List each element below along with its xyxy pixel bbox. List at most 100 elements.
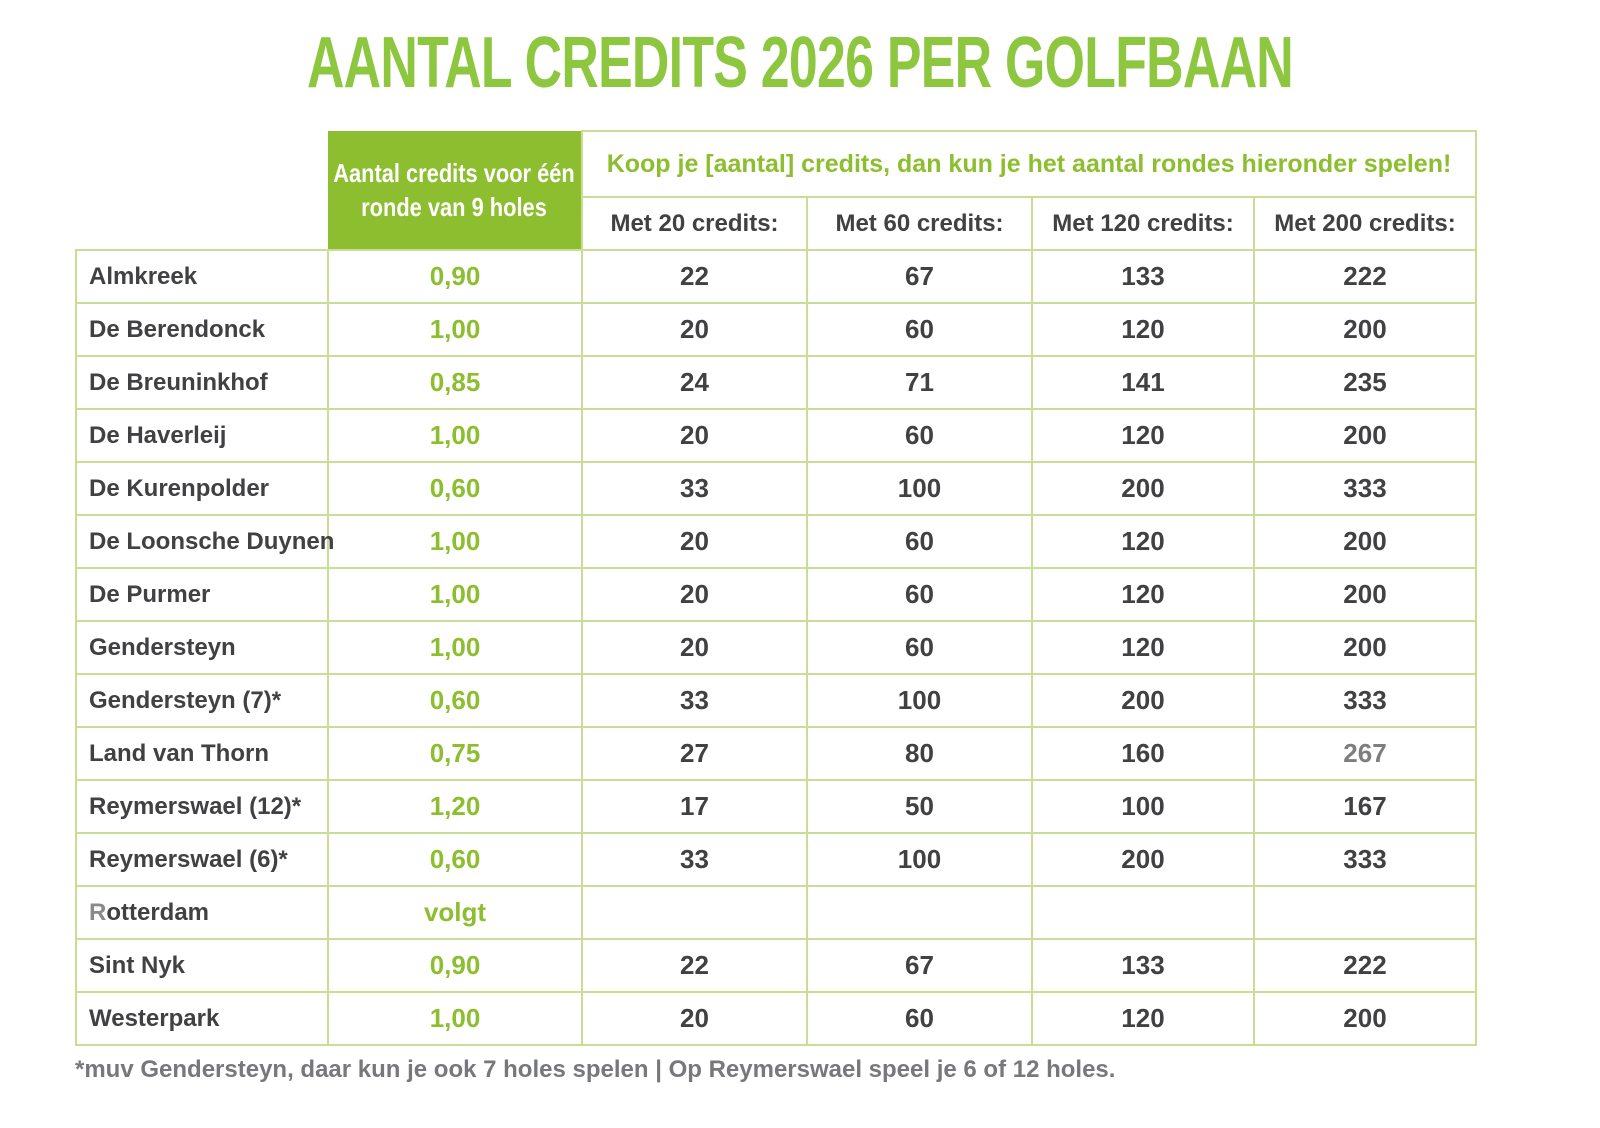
credits-table: Aantal credits voor één ronde van 9 hole…: [75, 130, 1477, 1046]
rounds-value: 200: [1253, 302, 1477, 357]
table-row: De Berendonck 1,00 20 60 120 200: [75, 302, 1477, 357]
rounds-value: [1031, 885, 1255, 940]
footnote: *muv Gendersteyn, daar kun je ook 7 hole…: [75, 1056, 1116, 1083]
rounds-value: 200: [1031, 832, 1255, 887]
rounds-value: 200: [1253, 620, 1477, 675]
header-row-top: Aantal credits voor één ronde van 9 hole…: [76, 130, 1477, 250]
credits-per-round-value: 0,60: [327, 673, 583, 728]
table-row: Westerpark 1,00 20 60 120 200: [75, 991, 1477, 1046]
rounds-value: 33: [581, 673, 808, 728]
met-column-header: Met 200 credits:: [1253, 196, 1477, 251]
table-row: De Loonsche Duynen 1,00 20 60 120 200: [75, 514, 1477, 569]
rounds-value: 20: [581, 991, 808, 1046]
rounds-value: 120: [1031, 620, 1255, 675]
rounds-value: 267: [1253, 726, 1477, 781]
rounds-value: 100: [806, 461, 1033, 516]
course-name: Almkreek: [75, 249, 329, 304]
credits-per-round-value: 0,90: [327, 938, 583, 993]
table-row: Sint Nyk 0,90 22 67 133 222: [75, 938, 1477, 993]
rounds-value: 20: [581, 567, 808, 622]
page-title: AANTAL CREDITS 2026 PER GOLFBAAN: [306, 23, 1294, 103]
course-name: Gendersteyn: [75, 620, 329, 675]
rounds-value: 120: [1031, 408, 1255, 463]
course-name: De Berendonck: [75, 302, 329, 357]
rounds-value: 71: [806, 355, 1033, 410]
credits-per-round-header-cell: Aantal credits voor één ronde van 9 hole…: [328, 131, 582, 250]
credits-per-round-value: 1,00: [327, 567, 583, 622]
rounds-value: 60: [806, 991, 1033, 1046]
table-row: Gendersteyn 1,00 20 60 120 200: [75, 620, 1477, 675]
table-row: Reymerswael (12)* 1,20 17 50 100 167: [75, 779, 1477, 834]
rounds-value: 67: [806, 938, 1033, 993]
credits-per-round-value: 0,75: [327, 726, 583, 781]
course-name: Reymerswael (6)*: [75, 832, 329, 887]
rounds-value: 60: [806, 567, 1033, 622]
rounds-value: 24: [581, 355, 808, 410]
credits-per-round-value: 0,60: [327, 832, 583, 887]
table-header: Aantal credits voor één ronde van 9 hole…: [76, 130, 1477, 251]
credits-per-round-value: volgt: [327, 885, 583, 940]
table-row: De Kurenpolder 0,60 33 100 200 333: [75, 461, 1477, 516]
course-name: De Breuninkhof: [75, 355, 329, 410]
rounds-value: 120: [1031, 514, 1255, 569]
table-row: De Purmer 1,00 20 60 120 200: [75, 567, 1477, 622]
credits-per-round-value: 1,00: [327, 620, 583, 675]
rounds-value: 27: [581, 726, 808, 781]
rounds-value: 80: [806, 726, 1033, 781]
table-row: Gendersteyn (7)* 0,60 33 100 200 333: [75, 673, 1477, 728]
course-name: De Kurenpolder: [75, 461, 329, 516]
span-header: Koop je [aantal] credits, dan kun je het…: [581, 130, 1477, 198]
rounds-value: 22: [581, 938, 808, 993]
course-name: De Purmer: [75, 567, 329, 622]
table-row: Reymerswael (6)* 0,60 33 100 200 333: [75, 832, 1477, 887]
rounds-value: 167: [1253, 779, 1477, 834]
course-name: Gendersteyn (7)*: [75, 673, 329, 728]
credits-per-round-value: 0,85: [327, 355, 583, 410]
credits-per-round-value: 1,20: [327, 779, 583, 834]
rounds-value: 120: [1031, 567, 1255, 622]
rounds-value: 100: [806, 673, 1033, 728]
table-row: Almkreek 0,90 22 67 133 222: [75, 249, 1477, 304]
rounds-value: 100: [806, 832, 1033, 887]
rounds-value: 200: [1031, 673, 1255, 728]
rounds-value: 333: [1253, 673, 1477, 728]
rounds-value: 133: [1031, 938, 1255, 993]
rounds-value: 200: [1031, 461, 1255, 516]
rounds-value: [806, 885, 1033, 940]
rounds-value: 200: [1253, 567, 1477, 622]
rounds-value: 120: [1031, 302, 1255, 357]
rounds-value: 20: [581, 514, 808, 569]
rounds-value: 60: [806, 514, 1033, 569]
rounds-value: 100: [1031, 779, 1255, 834]
rounds-value: 17: [581, 779, 808, 834]
credits-per-round-value: 1,00: [327, 991, 583, 1046]
table-body: Almkreek 0,90 22 67 133 222 De Berendonck 1,00 2…: [75, 249, 1477, 1046]
credits-per-round-value: 1,00: [327, 408, 583, 463]
rounds-value: 222: [1253, 249, 1477, 304]
met-column-header: Met 60 credits:: [806, 196, 1033, 251]
rounds-value: 333: [1253, 461, 1477, 516]
credits-per-round-value: 0,60: [327, 461, 583, 516]
blank-header-cell: [76, 131, 328, 250]
rounds-value: 133: [1031, 249, 1255, 304]
rounds-value: 200: [1253, 991, 1477, 1046]
credits-per-round-value: 1,00: [327, 514, 583, 569]
rounds-value: 67: [806, 249, 1033, 304]
rounds-value: 20: [581, 620, 808, 675]
rounds-value: [1253, 885, 1477, 940]
course-name: Land van Thorn: [75, 726, 329, 781]
rounds-value: [581, 885, 808, 940]
course-name: Sint Nyk: [75, 938, 329, 993]
rounds-value: 120: [1031, 991, 1255, 1046]
course-name: De Loonsche Duynen: [75, 514, 334, 569]
course-name: Rotterdam: [75, 885, 329, 940]
met-column-header: Met 20 credits:: [581, 196, 808, 251]
course-name: Westerpark: [75, 991, 329, 1046]
rounds-value: 200: [1253, 514, 1477, 569]
course-name: De Haverleij: [75, 408, 329, 463]
rounds-value: 141: [1031, 355, 1255, 410]
table-row: De Haverleij 1,00 20 60 120 200: [75, 408, 1477, 463]
table-row: De Breuninkhof 0,85 24 71 141 235: [75, 355, 1477, 410]
credits-header-label: Aantal credits voor één ronde van 9 hole…: [333, 158, 575, 222]
rounds-value: 20: [581, 408, 808, 463]
